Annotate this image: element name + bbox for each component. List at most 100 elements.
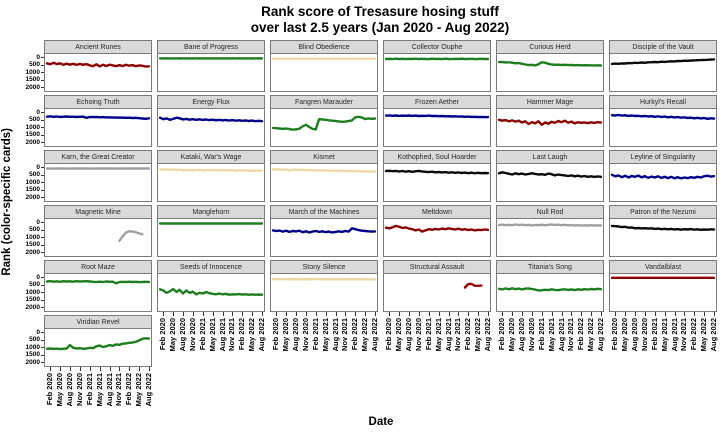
- x-tick-mark: [232, 312, 233, 316]
- y-tick-label: 1000: [25, 344, 40, 351]
- x-tick-mark: [119, 367, 120, 371]
- facet-plot-area: [610, 219, 716, 256]
- x-tick-label: Feb 2020: [384, 318, 393, 351]
- x-tick-mark: [365, 312, 366, 316]
- facet-panel: Frozen Aether: [383, 95, 491, 147]
- rank-line-22: [497, 223, 603, 227]
- x-tick-label: Nov 2020: [640, 318, 649, 351]
- rank-line-8: [271, 115, 377, 131]
- facet-panel: Kothophed, Soul Hoarder: [383, 150, 491, 202]
- x-tick-mark: [615, 312, 616, 316]
- y-tick-mark: [41, 237, 44, 238]
- series-path: [45, 115, 151, 120]
- facet-plot-area: [158, 164, 264, 201]
- series-path: [158, 168, 264, 172]
- facet-title: Seeds of Innocence: [158, 261, 264, 274]
- x-tick-label: Nov 2020: [75, 373, 84, 406]
- x-tick-mark: [100, 367, 101, 371]
- x-tick-mark: [552, 312, 553, 316]
- x-tick-mark: [601, 312, 602, 316]
- rank-line-1: [158, 57, 264, 60]
- x-tick-mark: [183, 312, 184, 316]
- facet-panel: Manglehorn: [157, 205, 265, 257]
- facet-panel: Vandalblast: [609, 260, 717, 312]
- rank-line-27: [463, 282, 483, 289]
- facet-plot-area: [497, 109, 603, 146]
- y-tick-mark: [41, 362, 44, 363]
- x-tick-label: Aug 2020: [517, 318, 526, 352]
- facet-plot-area: [271, 219, 377, 256]
- y-tick-mark: [41, 285, 44, 286]
- facet-panel: Leyline of Singularity: [609, 150, 717, 202]
- x-tick-mark: [50, 367, 51, 371]
- facet-plot-area: [45, 274, 151, 311]
- series-path: [610, 113, 716, 120]
- y-tick-mark: [41, 80, 44, 81]
- y-tick-label: 500: [29, 281, 40, 288]
- facet-panel: Root Maze: [44, 260, 152, 312]
- x-tick-label: Feb 2020: [45, 373, 54, 406]
- facet-plot-area: [158, 274, 264, 311]
- facet-title: Structural Assault: [384, 261, 490, 274]
- y-tick-label: 0: [36, 274, 40, 281]
- x-tick-label: Nov 2021: [114, 373, 123, 406]
- facet-panel: Last Laugh: [496, 150, 604, 202]
- x-tick-label: Aug 2022: [144, 373, 153, 407]
- x-tick-mark: [409, 312, 410, 316]
- x-tick-label: Nov 2020: [414, 318, 423, 351]
- y-tick-label: 0: [36, 54, 40, 61]
- facet-panel: Titania's Song: [496, 260, 604, 312]
- facet-title: Frozen Aether: [384, 96, 490, 109]
- x-tick-label: Feb 2020: [158, 318, 167, 351]
- rank-line-3: [384, 57, 490, 61]
- x-axis-label: Date: [368, 416, 394, 428]
- x-tick-mark: [449, 312, 450, 316]
- facet-panel: Ancient Runes: [44, 40, 152, 92]
- facet-plot-area: [610, 54, 716, 91]
- facet-panel: Curious Herd: [496, 40, 604, 92]
- x-tick-label: May 2021: [547, 318, 556, 352]
- chart-title-line1: Rank score of Tresasure hosing stuff: [261, 4, 499, 19]
- x-tick-label: May 2021: [434, 318, 443, 352]
- x-tick-label: Feb 2021: [198, 318, 207, 351]
- y-tick-mark: [41, 120, 44, 121]
- facet-title: Curious Herd: [497, 41, 603, 54]
- facet-plot-area: [497, 274, 603, 311]
- x-tick-mark: [193, 312, 194, 316]
- rank-line-24: [45, 280, 151, 285]
- y-tick-label: 2000: [25, 84, 40, 91]
- y-tick-label: 1000: [25, 179, 40, 186]
- x-tick-mark: [336, 312, 337, 316]
- x-tick-label: Aug 2022: [257, 318, 266, 352]
- facet-plot-area: [271, 164, 377, 201]
- y-tick-mark: [41, 175, 44, 176]
- x-tick-mark: [80, 367, 81, 371]
- x-tick-mark: [399, 312, 400, 316]
- facet-plot-area: [497, 219, 603, 256]
- facet-panel: Disciple of the Vault: [609, 40, 717, 92]
- x-tick-label: May 2022: [247, 318, 256, 352]
- y-tick-mark: [41, 112, 44, 113]
- facet-title: Echoing Truth: [45, 96, 151, 109]
- rank-line-5: [610, 58, 716, 66]
- y-tick-label: 500: [29, 226, 40, 233]
- facet-title: Manglehorn: [158, 206, 264, 219]
- series-path: [497, 118, 603, 126]
- x-tick-label: May 2020: [507, 318, 516, 352]
- x-tick-label: May 2021: [95, 373, 104, 407]
- rank-line-21: [384, 224, 490, 233]
- facet-panel: Kataki, War's Wage: [157, 150, 265, 202]
- facet-plot-area: [384, 109, 490, 146]
- facet-plot-area: [384, 164, 490, 201]
- series-path: [158, 116, 264, 123]
- y-tick-mark: [41, 355, 44, 356]
- facet-title: Blind Obedience: [271, 41, 377, 54]
- x-tick-mark: [458, 312, 459, 316]
- rank-line-14: [271, 168, 377, 173]
- y-tick-mark: [41, 300, 44, 301]
- y-tick-mark: [41, 127, 44, 128]
- y-tick-mark: [41, 277, 44, 278]
- y-tick-mark: [41, 347, 44, 348]
- facet-title: Kismet: [271, 151, 377, 164]
- facet-plot-area: [384, 54, 490, 91]
